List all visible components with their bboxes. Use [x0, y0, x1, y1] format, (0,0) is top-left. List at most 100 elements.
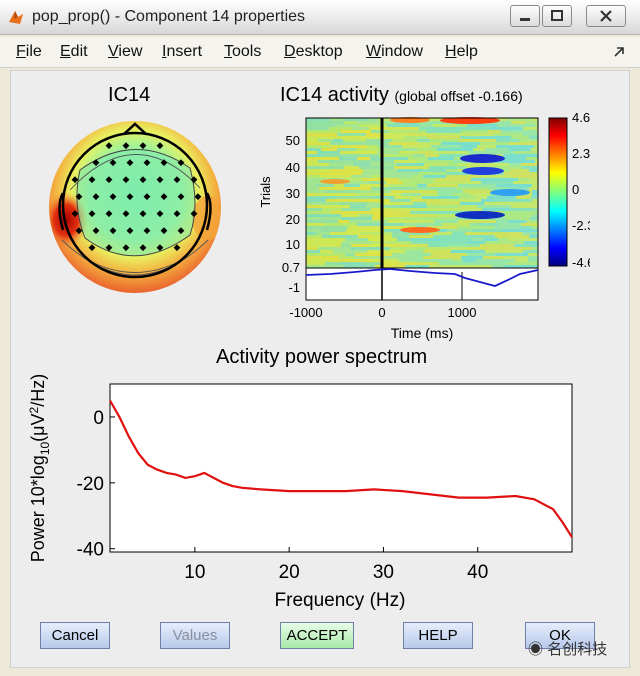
erp-row-segment — [528, 259, 538, 262]
erp-row-segment — [405, 184, 417, 187]
cancel-button[interactable]: Cancel — [40, 622, 110, 649]
erp-row-segment — [306, 205, 320, 208]
menu-help[interactable]: Help — [445, 43, 478, 61]
electrode-marker: ◆ — [195, 191, 202, 201]
erp-row-segment — [488, 130, 501, 133]
erp-row-segment — [306, 145, 331, 148]
trial-tick-40: 40 — [286, 160, 300, 175]
erp-row-segment — [448, 244, 480, 247]
erp-row-segment — [465, 232, 501, 235]
electrode-marker: ◆ — [161, 225, 168, 235]
spectrum-xlabel: Frequency (Hz) — [275, 590, 406, 611]
erp-row-segment — [529, 187, 538, 190]
erp-row-segment — [519, 226, 532, 229]
erp-row-segment — [481, 199, 493, 202]
menu-insert[interactable]: Insert — [162, 43, 202, 61]
right-ear — [205, 192, 212, 231]
time-tick-0: 0 — [378, 305, 385, 320]
erp-row-segment — [349, 220, 388, 223]
erp-row-segment — [372, 259, 399, 262]
erp-row-segment — [306, 181, 331, 184]
erp-row-segment — [343, 139, 366, 142]
erp-row-segment — [501, 160, 535, 163]
erp-row-segment — [394, 196, 422, 199]
erp-row-segment — [532, 226, 538, 229]
menu-window[interactable]: Window — [366, 43, 423, 61]
time-tick-1000: 1000 — [448, 305, 477, 320]
erp-row-segment — [535, 124, 538, 127]
erp-row-segment — [413, 175, 423, 178]
erp-row-segment — [406, 253, 431, 256]
erp-row-segment — [344, 187, 371, 190]
erp-row-segment — [462, 259, 476, 262]
erp-row-segment — [306, 235, 322, 238]
erp-row-segment — [508, 220, 526, 223]
erp-tick-min: -1 — [288, 280, 300, 295]
erp-row-segment — [331, 211, 365, 214]
erp-row-segment — [509, 208, 531, 211]
erp-row-segment — [473, 148, 485, 151]
erp-row-segment — [478, 175, 510, 178]
erp-row-segment — [501, 232, 522, 235]
erp-row-segment — [461, 145, 477, 148]
erp-row-segment — [372, 241, 411, 244]
erp-row-segment — [532, 184, 538, 187]
menu-edit[interactable]: Edit — [60, 43, 88, 61]
erp-row-segment — [379, 205, 401, 208]
erp-row-segment — [529, 169, 538, 172]
electrode-marker: ◆ — [93, 225, 100, 235]
erp-row-segment — [404, 223, 421, 226]
erp-row-segment — [350, 247, 364, 250]
minimize-button[interactable] — [510, 5, 540, 27]
erp-title-main: IC14 activity — [280, 84, 389, 106]
erp-row-segment — [426, 187, 456, 190]
menu-tools[interactable]: Tools — [224, 43, 261, 61]
erp-activity-blob — [440, 117, 500, 124]
erp-row-segment — [428, 157, 454, 160]
erp-row-segment — [523, 250, 538, 253]
erp-row-segment — [306, 178, 343, 181]
maximize-button[interactable] — [542, 5, 572, 27]
erp-activity-blob — [462, 167, 504, 175]
ok-button[interactable]: OK — [525, 622, 595, 649]
erp-row-segment — [306, 142, 330, 145]
erp-row-segment — [509, 163, 521, 166]
erp-row-segment — [306, 172, 342, 175]
dock-arrow-icon[interactable] — [612, 45, 626, 59]
erp-row-segment — [337, 133, 366, 136]
erp-row-segment — [409, 133, 435, 136]
erp-row-segment — [342, 241, 372, 244]
erp-row-segment — [420, 151, 433, 154]
erp-row-segment — [405, 265, 429, 268]
erp-row-segment — [306, 160, 318, 163]
erp-row-segment — [373, 169, 386, 172]
menu-desktop[interactable]: Desktop — [284, 43, 343, 61]
erp-row-segment — [496, 145, 534, 148]
erp-row-segment — [306, 121, 344, 124]
erp-row-segment — [306, 130, 325, 133]
erp-row-segment — [421, 169, 446, 172]
menu-view[interactable]: View — [108, 43, 142, 61]
erp-row-segment — [391, 190, 411, 193]
erp-row-segment — [382, 133, 397, 136]
help-button[interactable]: HELP — [403, 622, 473, 649]
electrode-marker: ◆ — [106, 140, 113, 150]
erp-row-segment — [359, 214, 373, 217]
erp-row-segment — [403, 181, 432, 184]
erp-row-segment — [477, 205, 490, 208]
accept-button[interactable]: ACCEPT — [280, 622, 354, 649]
electrode-marker: ◆ — [89, 242, 96, 252]
erp-row-segment — [484, 202, 514, 205]
electrode-markers: ◆ ◆ ◆ ◆ ◆ ◆ ◆ ◆ ◆ ◆ ◆ ◆ ◆ ◆ ◆ ◆ ◆ ◆ ◆ ◆ ◆ ◆ ◆ ◆ ◆ ◆ ◆ ◆ ◆ ◆ ◆ ◆ ◆ ◆ ◆ ◆ ◆ ◆ ◆ ◆… — [72, 140, 202, 252]
erp-row-segment — [317, 193, 356, 196]
erp-row-segment — [468, 151, 494, 154]
erp-row-segment — [324, 226, 348, 229]
menu-file[interactable]: FFileile — [16, 43, 42, 61]
erp-row-segment — [367, 145, 378, 148]
erp-row-segment — [306, 253, 345, 256]
erp-row-segment — [341, 217, 372, 220]
values-button[interactable]: Values — [160, 622, 230, 649]
close-button[interactable] — [586, 5, 626, 27]
menu-tools-label: Tools — [224, 43, 262, 60]
erp-row-segment — [397, 133, 409, 136]
